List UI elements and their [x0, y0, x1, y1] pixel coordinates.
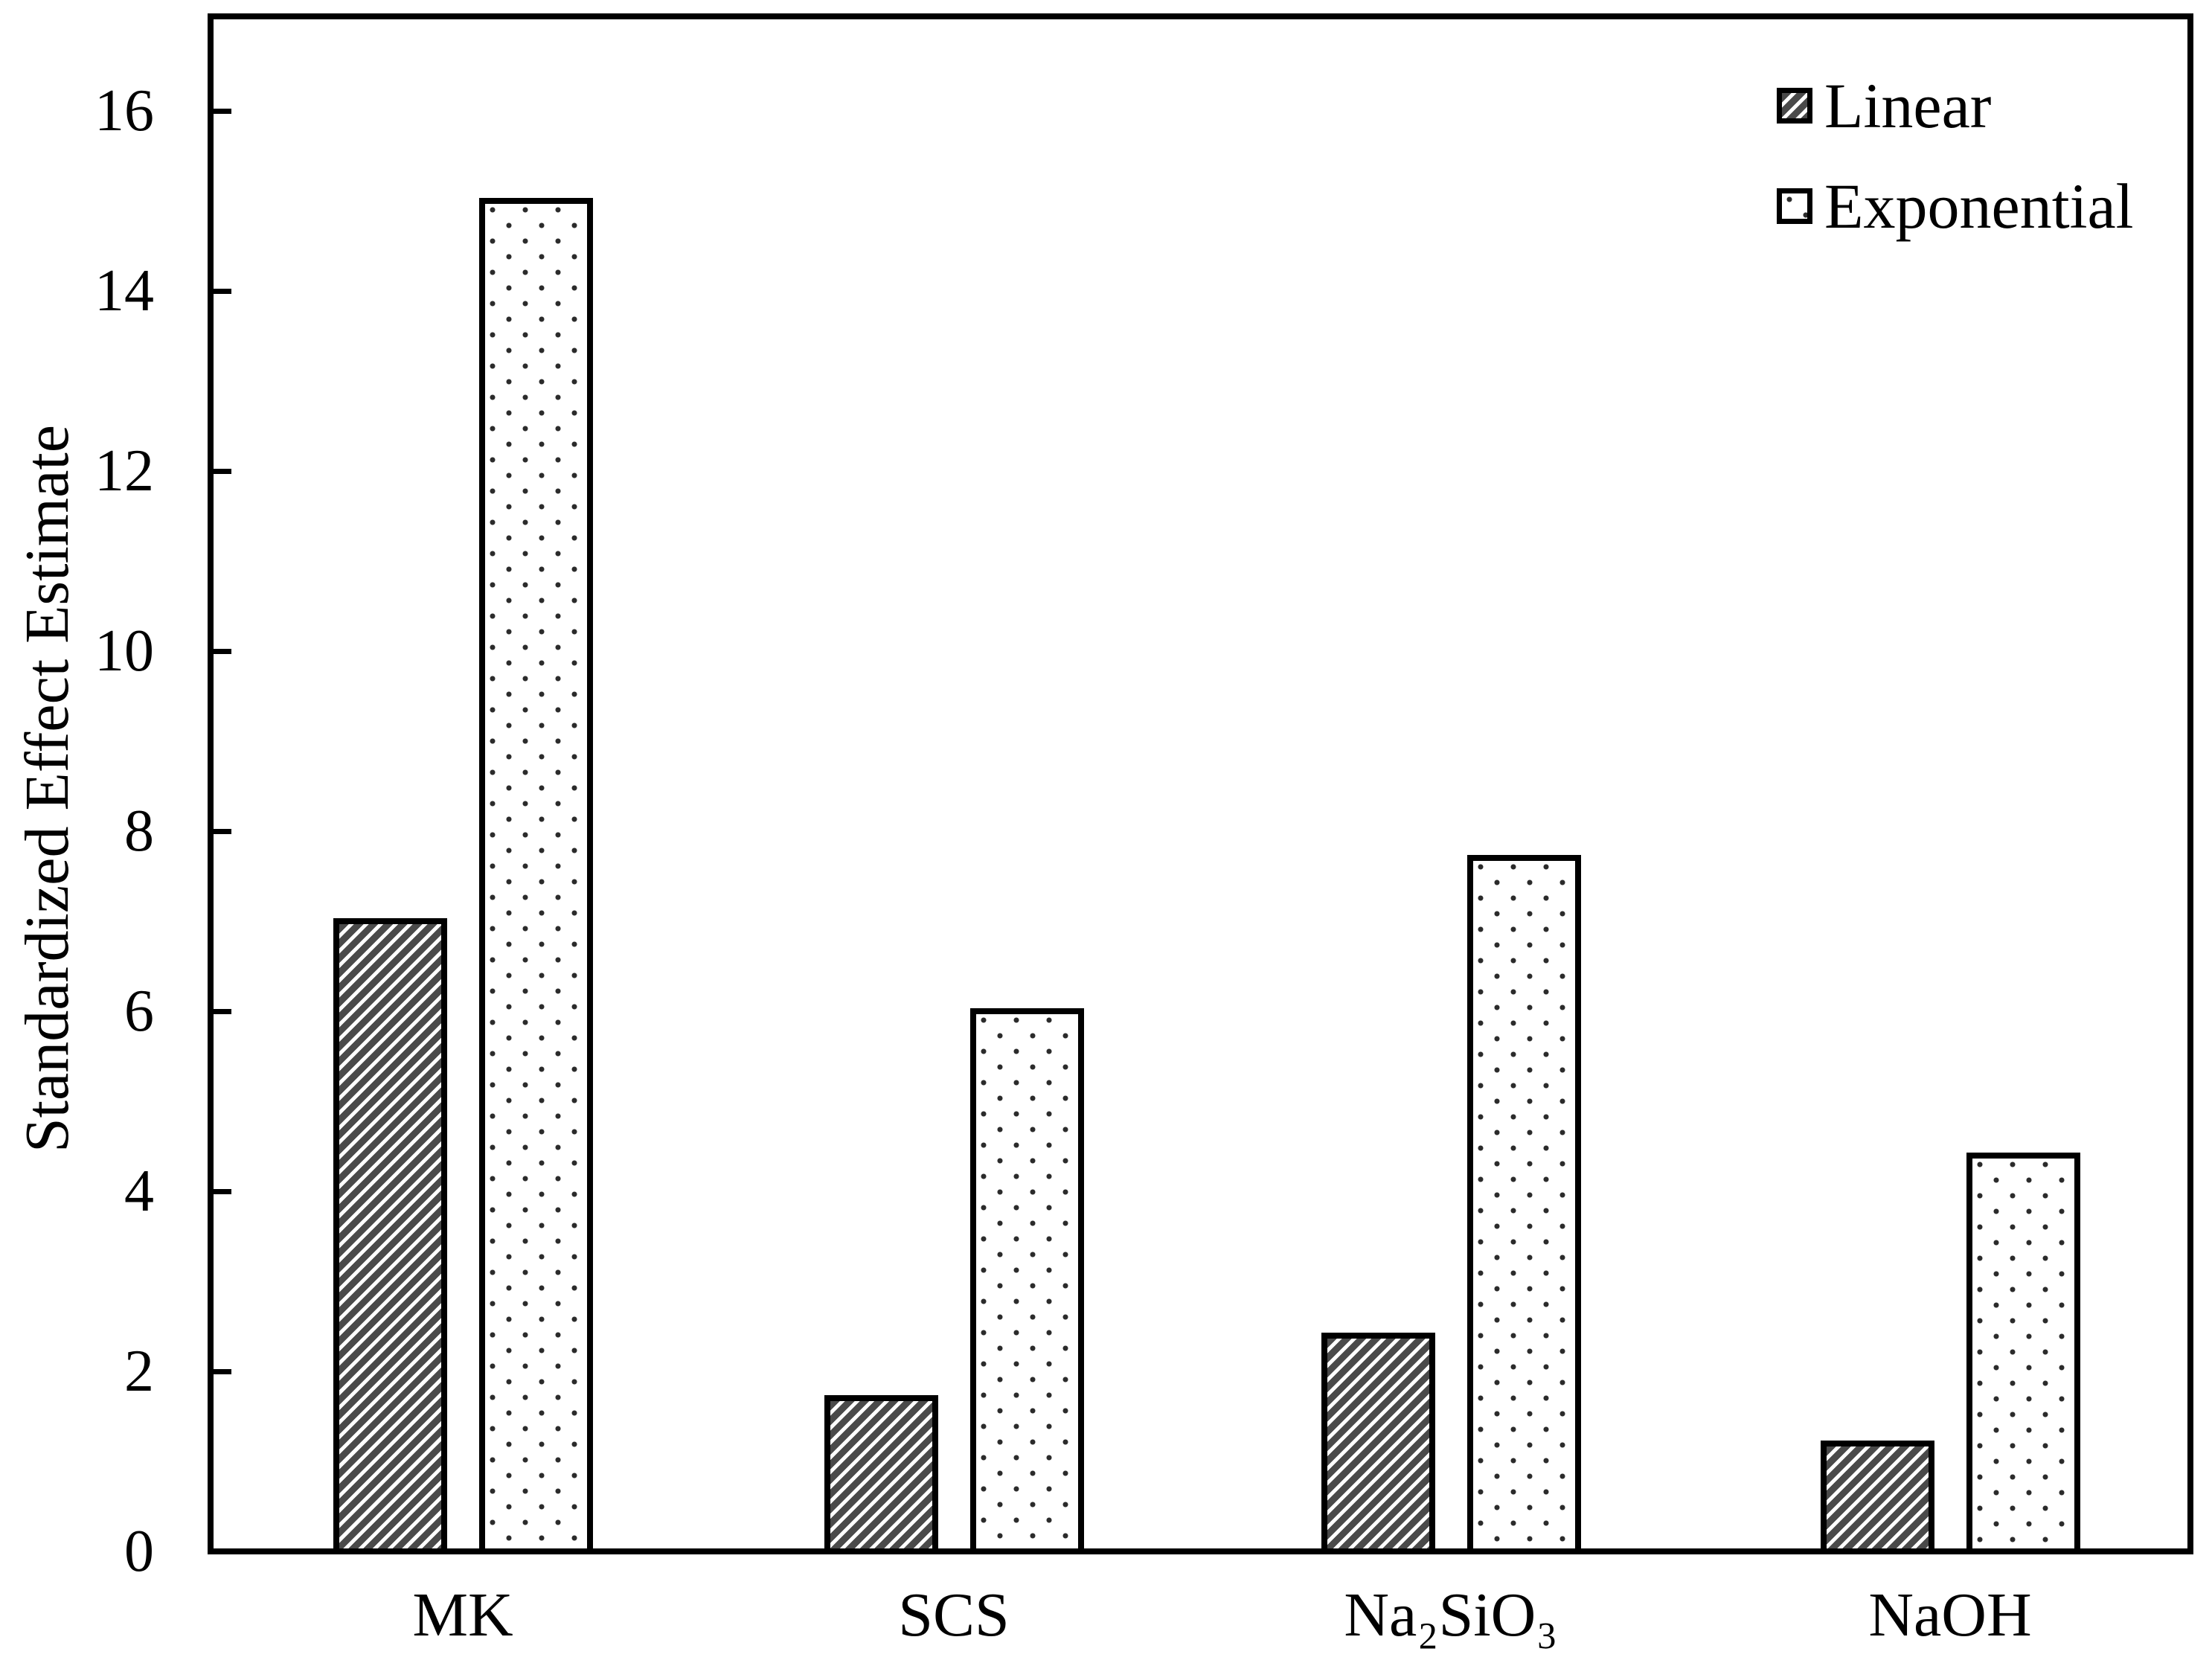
y-tick-label: 4	[124, 1159, 154, 1224]
legend-label-exponential: Exponential	[1824, 170, 2134, 242]
y-tick	[214, 1368, 231, 1374]
y-tick	[214, 828, 231, 834]
x-category-label: MK	[412, 1580, 513, 1650]
legend-item-exponential: Exponential	[1777, 167, 2134, 245]
y-tick	[214, 108, 231, 114]
linear-hatch-swatch-icon	[1777, 88, 1812, 124]
y-tick-label: 16	[94, 78, 154, 144]
bar-linear-na₂sio₃	[1321, 1332, 1435, 1554]
y-tick	[214, 648, 231, 654]
x-category-label: NaOH	[1868, 1580, 2032, 1650]
bar-linear-naoh	[1820, 1440, 1934, 1554]
y-tick-label: 14	[94, 258, 154, 324]
legend-item-linear: Linear	[1777, 67, 1991, 144]
y-tick	[214, 1008, 231, 1014]
bar-linear-mk	[333, 918, 447, 1554]
bar-exponential-mk	[478, 198, 593, 1554]
y-tick-label: 10	[94, 618, 154, 684]
y-tick-label: 2	[124, 1339, 154, 1404]
x-category-label: Na₂SiO₃	[1344, 1580, 1558, 1650]
y-tick-label: 0	[124, 1519, 154, 1584]
y-tick-label: 6	[124, 978, 154, 1044]
bar-linear-scs	[824, 1395, 938, 1554]
y-tick-label: 12	[94, 438, 154, 504]
bar-exponential-scs	[969, 1008, 1084, 1554]
y-tick	[214, 468, 231, 474]
bar-exponential-na₂sio₃	[1466, 855, 1581, 1554]
bar-exponential-naoh	[1966, 1152, 2080, 1554]
y-tick-label: 8	[124, 798, 154, 864]
legend-label-linear: Linear	[1824, 70, 1992, 141]
y-tick	[214, 1188, 231, 1194]
y-tick	[214, 288, 231, 294]
exponential-dots-swatch-icon	[1777, 188, 1812, 224]
x-category-label: SCS	[898, 1580, 1010, 1650]
